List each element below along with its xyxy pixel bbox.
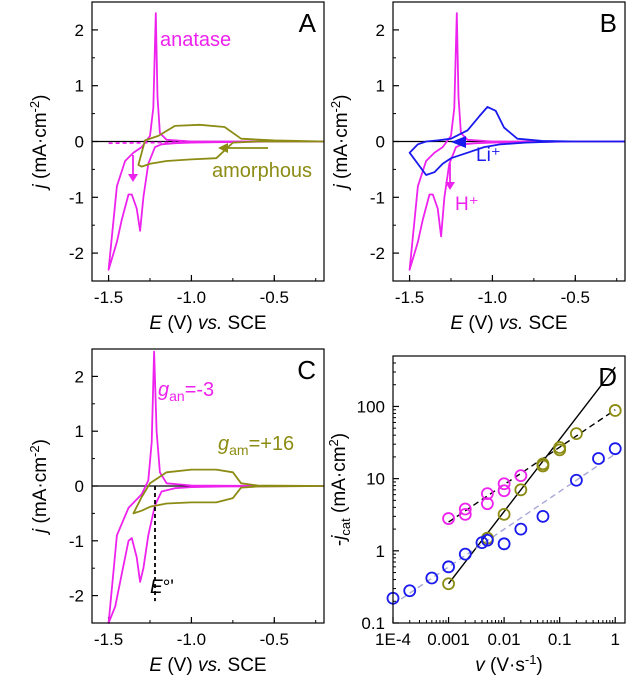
point-amorphous (442, 577, 455, 591)
y-tick-label-c: 2 (75, 367, 84, 386)
plot-frame-b (392, 1, 626, 282)
plot-frame-d (392, 355, 626, 624)
point-li (425, 571, 439, 585)
point-anatase (458, 502, 472, 516)
point-li (442, 560, 455, 574)
x-tick-label-c: -1.5 (94, 630, 123, 649)
y-axis-label-a: j (mA·cm-2) (27, 95, 51, 192)
point-li (497, 537, 511, 551)
fit-line-li-fit (393, 453, 616, 606)
x-tick-label-b: -1.5 (395, 288, 424, 307)
annotation-anatase: anatase (160, 29, 231, 51)
h-arrow (445, 182, 455, 190)
panel-d: 1E-4 0.001 0.01 0.1 1 0.1 1 10 100 Dv (V·s-1) -jca… (326, 355, 626, 676)
point-amorphous (608, 404, 622, 417)
y-tick-label-c: -1 (69, 532, 84, 551)
annotation-li: Li⁺ (476, 145, 501, 166)
y-tick-label-b: -1 (370, 188, 385, 207)
annotation-g-am: gam=+16 (218, 433, 294, 458)
y-tick-label-b: 2 (376, 21, 385, 40)
point-amorphous (569, 427, 583, 441)
y-tick-label-a: 0 (75, 133, 84, 152)
anatase-arrow (128, 174, 138, 182)
point-anatase (458, 507, 472, 521)
y-tick-label-d: 10 (366, 470, 385, 489)
x-axis-label-c: E (V) vs. SCE (149, 655, 266, 676)
annotation-h: H⁺ (455, 194, 479, 215)
x-tick-label-c: -0.5 (260, 630, 289, 649)
y-tick-label-a: -1 (69, 188, 84, 207)
x-tick-label-d: 0.01 (488, 630, 521, 649)
annotation-amorphous: amorphous (212, 160, 312, 182)
panel-letter-a: A (299, 8, 317, 38)
panel-a: -1.5 -1.0 -0.5 -2 -1 0 1 2 A E (V) vs. SCE j (mA·c… (27, 1, 325, 334)
point-li (592, 452, 605, 465)
point-anatase (497, 477, 511, 491)
x-tick-label-d: 1E-4 (375, 630, 411, 649)
point-li (569, 473, 583, 487)
fit-line-anatase-fit (448, 409, 616, 523)
panel-c: -1.5 -1.0 -0.5 -2 -1 0 1 2 C E (V) vs. SCE j (mA·c… (27, 348, 325, 676)
point-anatase (480, 497, 494, 511)
y-tick-label-c: 0 (75, 477, 84, 496)
point-amorphous (553, 441, 567, 454)
point-li (536, 509, 550, 523)
y-axis-label-c: j (mA·cm-2) (27, 439, 51, 536)
fit-line-amorphous-fit (447, 366, 616, 585)
x-tick-label-a: -1.5 (94, 288, 123, 307)
point-amorphous (536, 457, 550, 471)
y-tick-label-d: 1 (376, 542, 385, 561)
x-axis-label-a: E (V) vs. SCE (149, 313, 266, 334)
plot-frame-a (91, 1, 325, 282)
series-c-g-an-3 (107, 350, 325, 624)
panel-letter-c: C (297, 355, 316, 385)
series-a-amorphous (137, 123, 325, 168)
x-tick-label-b: -0.5 (561, 288, 590, 307)
y-tick-label-a: 1 (75, 77, 84, 96)
y-tick-label-c: 1 (75, 422, 84, 441)
point-anatase (442, 512, 455, 525)
x-axis-label-b: E (V) vs. SCE (450, 313, 567, 334)
point-li (608, 442, 622, 456)
x-tick-label-d: 1 (610, 630, 619, 649)
y-tick-label-c: -2 (69, 587, 84, 606)
x-tick-label-b: -1.0 (478, 288, 507, 307)
panel-b: -1.5 -1.0 -0.5 -2 -1 0 1 2 B E (V) vs. SCE j (mA·c… (328, 1, 626, 334)
point-li (514, 522, 528, 536)
plot-frame-c (91, 348, 325, 624)
x-tick-label-c: -1.0 (177, 630, 206, 649)
series-b-li (408, 106, 625, 176)
y-tick-label-b: 1 (376, 77, 385, 96)
point-anatase (514, 469, 528, 483)
x-tick-label-d: 0.001 (427, 630, 470, 649)
x-tick-label-a: -1.0 (177, 288, 206, 307)
y-axis-label-d: -jcat (mA·cm2) (326, 433, 353, 546)
panel-letter-b: B (600, 8, 617, 38)
point-amorphous (497, 507, 511, 521)
y-tick-label-b: -2 (370, 244, 385, 263)
y-tick-label-d: 100 (357, 397, 385, 416)
y-tick-label-b: 0 (376, 133, 385, 152)
x-axis-label-d: v (V·s-1) (475, 652, 543, 676)
panel-letter-d: D (598, 362, 617, 392)
annotation-e-formal: E°' (150, 577, 174, 598)
point-anatase (497, 484, 511, 498)
point-anatase (480, 487, 494, 501)
y-axis-label-b: j (mA·cm-2) (328, 95, 352, 192)
series-c-g-am-16 (132, 468, 325, 515)
point-li (480, 533, 494, 547)
amorphous-arrow-head (218, 143, 228, 153)
point-li (403, 584, 417, 598)
y-tick-label-a: 2 (75, 21, 84, 40)
y-tick-label-d: 0.1 (361, 614, 385, 633)
x-tick-label-d: 0.1 (548, 630, 572, 649)
point-li (458, 547, 472, 561)
li-arrow (451, 136, 466, 148)
annotation-g-an: gan=-3 (158, 379, 214, 404)
point-amorphous (514, 483, 528, 497)
y-tick-label-a: -2 (69, 244, 84, 263)
x-tick-label-a: -0.5 (260, 288, 289, 307)
